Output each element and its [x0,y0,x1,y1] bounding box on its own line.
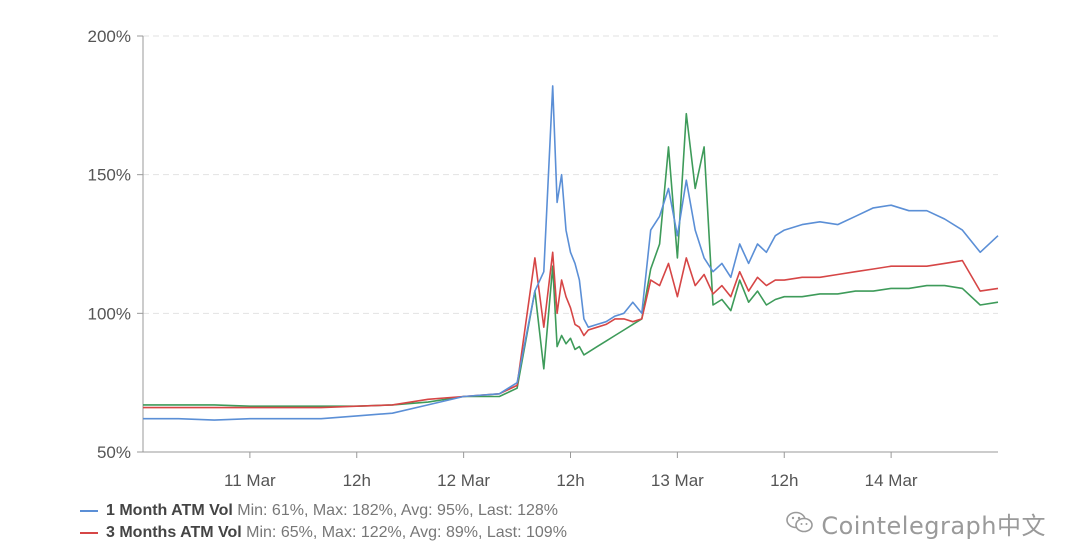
volatility-chart: 200% 150% 100% 50% 11 Mar 12h 12 Mar 12h 13 Mar… [88,27,999,490]
x-tick-label: 12 Mar [437,471,490,490]
x-tick-label: 12h [343,471,371,490]
x-tick-label: 12h [556,471,584,490]
x-tick-label: 14 Mar [865,471,918,490]
watermark: Cointelegraph中文 [785,506,1046,541]
legend-item-1month[interactable]: 1 Month ATM Vol Min: 61%, Max: 182%, Avg… [80,502,558,520]
series-lines [143,85,999,421]
y-tick-label: 50% [97,443,131,462]
series-line-2 [143,112,999,408]
legend-item-3months[interactable]: 3 Months ATM Vol Min: 65%, Max: 122%, Av… [80,524,567,542]
axes [137,35,998,458]
wechat-icon [785,510,815,540]
x-tick-label: 13 Mar [651,471,704,490]
x-axis-ticks: 11 Mar 12h 12 Mar 12h 13 Mar 12h 14 Mar [224,471,918,490]
x-tick-label: 12h [770,471,798,490]
grid-lines [143,35,998,314]
y-tick-label: 100% [88,304,131,323]
watermark-text: Cointelegraph中文 [821,512,1046,540]
series-line-1 [143,251,999,409]
legend-name: 3 Months ATM Vol [106,524,242,541]
legend-swatch [80,509,98,512]
y-tick-label: 200% [88,27,131,46]
x-tick-label: 11 Mar [224,471,276,490]
legend-stats: Min: 65%, Max: 122%, Avg: 89%, Last: 109… [246,524,567,541]
y-axis-ticks: 200% 150% 100% 50% [88,27,131,462]
legend-swatch [80,531,98,534]
y-tick-label: 150% [88,166,131,185]
legend-stats: Min: 61%, Max: 182%, Avg: 95%, Last: 128… [237,502,559,519]
legend-name: 1 Month ATM Vol [106,502,233,519]
series-line-0 [143,85,999,421]
